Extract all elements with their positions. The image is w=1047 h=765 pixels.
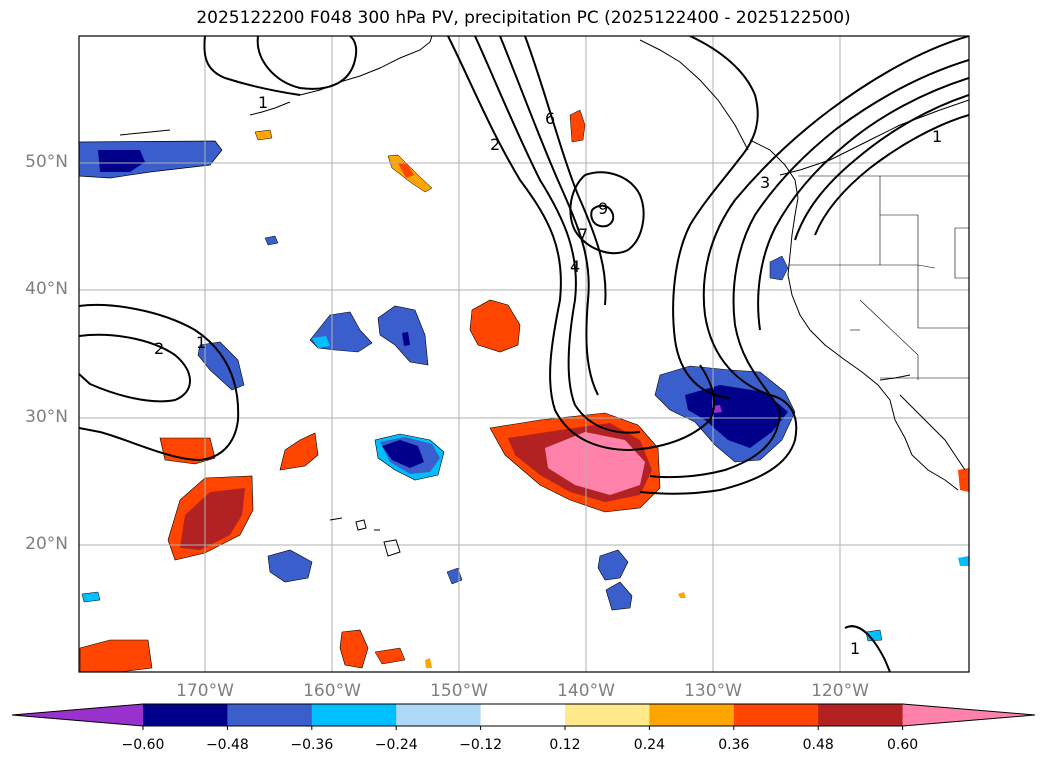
colorbar-segment bbox=[565, 704, 650, 726]
precip-core-negative bbox=[98, 150, 145, 172]
precip-blob-positive bbox=[398, 162, 414, 178]
colorbar-segment bbox=[733, 704, 819, 726]
contour-label: 3 bbox=[760, 173, 770, 192]
contour-labels: 1 2 1 2 9 6 7 4 3 1 1 bbox=[154, 93, 942, 658]
lat-label-30n: 30°N bbox=[25, 407, 68, 427]
precip-blob-positive bbox=[469, 299, 521, 353]
colorbar-tick-label: −0.48 bbox=[205, 737, 249, 753]
colorbar-tick-label: 0.48 bbox=[802, 737, 834, 753]
precip-blob-positive bbox=[254, 129, 273, 141]
colorbar-segment bbox=[311, 704, 397, 726]
contour-label: 7 bbox=[578, 225, 588, 244]
lon-label-120w: 120°W bbox=[811, 681, 869, 701]
contour-label: 4 bbox=[570, 257, 580, 276]
precip-blob-positive bbox=[79, 639, 153, 672]
map-frame bbox=[78, 35, 970, 673]
colorbar-tick-label: 0.60 bbox=[887, 737, 919, 753]
precip-blob-negative bbox=[446, 567, 463, 585]
gridlines bbox=[79, 36, 969, 672]
colorbar-tick-label: −0.12 bbox=[459, 737, 503, 753]
colorbar-tick-label: 0.36 bbox=[718, 737, 750, 753]
colorbar-tick-label: −0.24 bbox=[374, 737, 418, 753]
colorbar-tick-label: −0.36 bbox=[290, 737, 334, 753]
lat-label-40n: 40°N bbox=[25, 279, 68, 299]
precip-blob-negative bbox=[312, 336, 330, 348]
colorbar-extend-max bbox=[902, 704, 1035, 726]
colorbar-tick-label: 0.12 bbox=[549, 737, 581, 753]
lon-label-130w: 130°W bbox=[684, 681, 742, 701]
lon-label-150w: 150°W bbox=[430, 681, 488, 701]
precip-blob-positive bbox=[339, 629, 369, 669]
precip-blob-negative bbox=[267, 549, 313, 583]
contour-label: 9 bbox=[598, 199, 608, 218]
precip-core-negative bbox=[382, 440, 424, 468]
colorbar-tick-label: −0.60 bbox=[121, 737, 165, 753]
precip-blob-negative bbox=[81, 591, 101, 603]
colorbar-tick-label: 0.24 bbox=[633, 737, 665, 753]
pv-contours bbox=[79, 36, 969, 672]
colorbar-segment bbox=[227, 704, 313, 726]
precip-blob-positive bbox=[569, 109, 586, 143]
precip-blob-positive bbox=[279, 432, 319, 471]
precip-core-positive bbox=[545, 432, 645, 495]
precipitation-field bbox=[79, 109, 969, 672]
lat-label-20n: 20°N bbox=[25, 534, 68, 554]
map-title: 2025122200 F048 300 hPa PV, precipitatio… bbox=[196, 8, 851, 28]
precip-blob-positive bbox=[678, 592, 686, 598]
colorbar bbox=[11, 703, 1036, 730]
contour-label: 6 bbox=[545, 109, 555, 128]
precip-blob-negative bbox=[865, 629, 883, 642]
lon-label-140w: 140°W bbox=[557, 681, 615, 701]
precip-blob-negative bbox=[958, 556, 969, 566]
state-borders bbox=[788, 175, 969, 380]
colorbar-segment bbox=[396, 704, 482, 726]
colorbar-segment bbox=[818, 704, 904, 726]
colorbar-segment bbox=[649, 704, 735, 726]
precip-blob-negative bbox=[769, 255, 789, 281]
contour-label: 2 bbox=[490, 135, 500, 154]
contour-label: 1 bbox=[258, 93, 268, 112]
precip-blob-positive bbox=[425, 658, 432, 668]
lon-label-160w: 160°W bbox=[303, 681, 361, 701]
contour-label: 2 bbox=[154, 339, 164, 358]
lon-label-170w: 170°W bbox=[176, 681, 234, 701]
precip-blob-positive bbox=[374, 647, 406, 665]
precip-core-negative bbox=[685, 385, 788, 448]
precip-blob-negative bbox=[597, 549, 629, 581]
colorbar-segment bbox=[480, 704, 566, 726]
colorbar-extend-min bbox=[12, 704, 143, 726]
lat-label-50n: 50°N bbox=[25, 152, 68, 172]
precip-core-negative bbox=[402, 332, 410, 346]
contour-label: 1 bbox=[196, 333, 206, 352]
contour-label: 1 bbox=[850, 639, 860, 658]
precip-blob-positive bbox=[159, 437, 216, 465]
precip-blob-negative bbox=[264, 235, 279, 246]
colorbar-segment bbox=[143, 704, 228, 726]
precip-core-positive bbox=[180, 488, 245, 550]
precip-blob-negative bbox=[605, 581, 633, 611]
precip-blob-positive bbox=[958, 468, 969, 492]
contour-label: 1 bbox=[932, 127, 942, 146]
